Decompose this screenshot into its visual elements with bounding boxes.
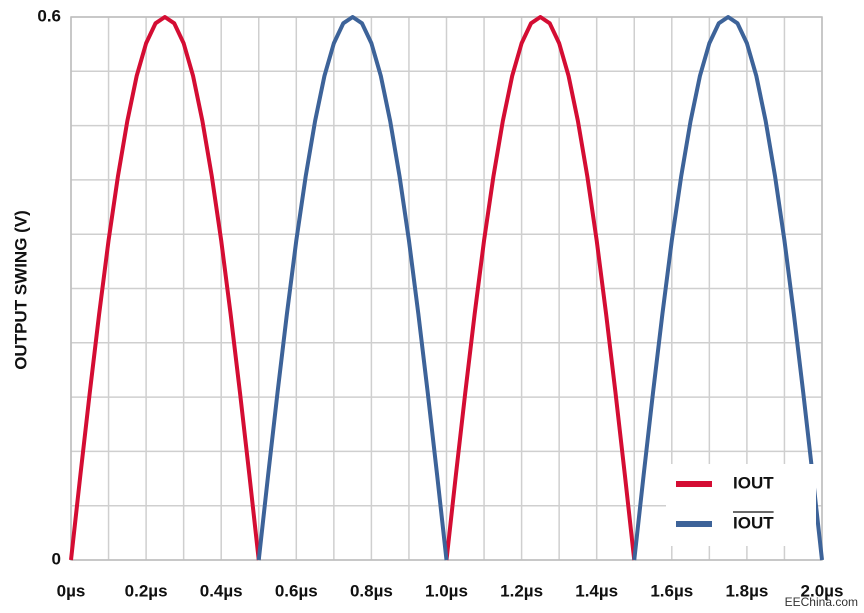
x-tick-label: 1.0µs — [425, 581, 468, 600]
y-axis-label: OUTPUT SWING (V) — [11, 210, 30, 370]
x-tick-label: 0.8µs — [350, 581, 393, 600]
watermark: EEChina.com — [785, 595, 858, 609]
y-tick-label: 0 — [52, 549, 61, 568]
x-tick-label: 0.6µs — [275, 581, 318, 600]
x-tick-label: 1.4µs — [575, 581, 618, 600]
series-line — [69, 15, 637, 561]
legend-label: IOUT — [733, 513, 774, 532]
x-tick-label: 1.6µs — [650, 581, 693, 600]
x-tick-label: 1.8µs — [725, 581, 768, 600]
x-tick-label: 1.2µs — [500, 581, 543, 600]
x-tick-label: 2.0µs — [801, 581, 844, 600]
x-tick-label: 0µs — [57, 581, 86, 600]
y-tick-label: 0.6 — [37, 6, 61, 25]
x-tick-label: 0.2µs — [125, 581, 168, 600]
legend: IOUT IOUT — [666, 464, 816, 546]
legend-box — [666, 464, 816, 546]
legend-label: IOUT — [733, 473, 774, 492]
series-line — [256, 15, 824, 561]
x-tick-label: 0.4µs — [200, 581, 243, 600]
